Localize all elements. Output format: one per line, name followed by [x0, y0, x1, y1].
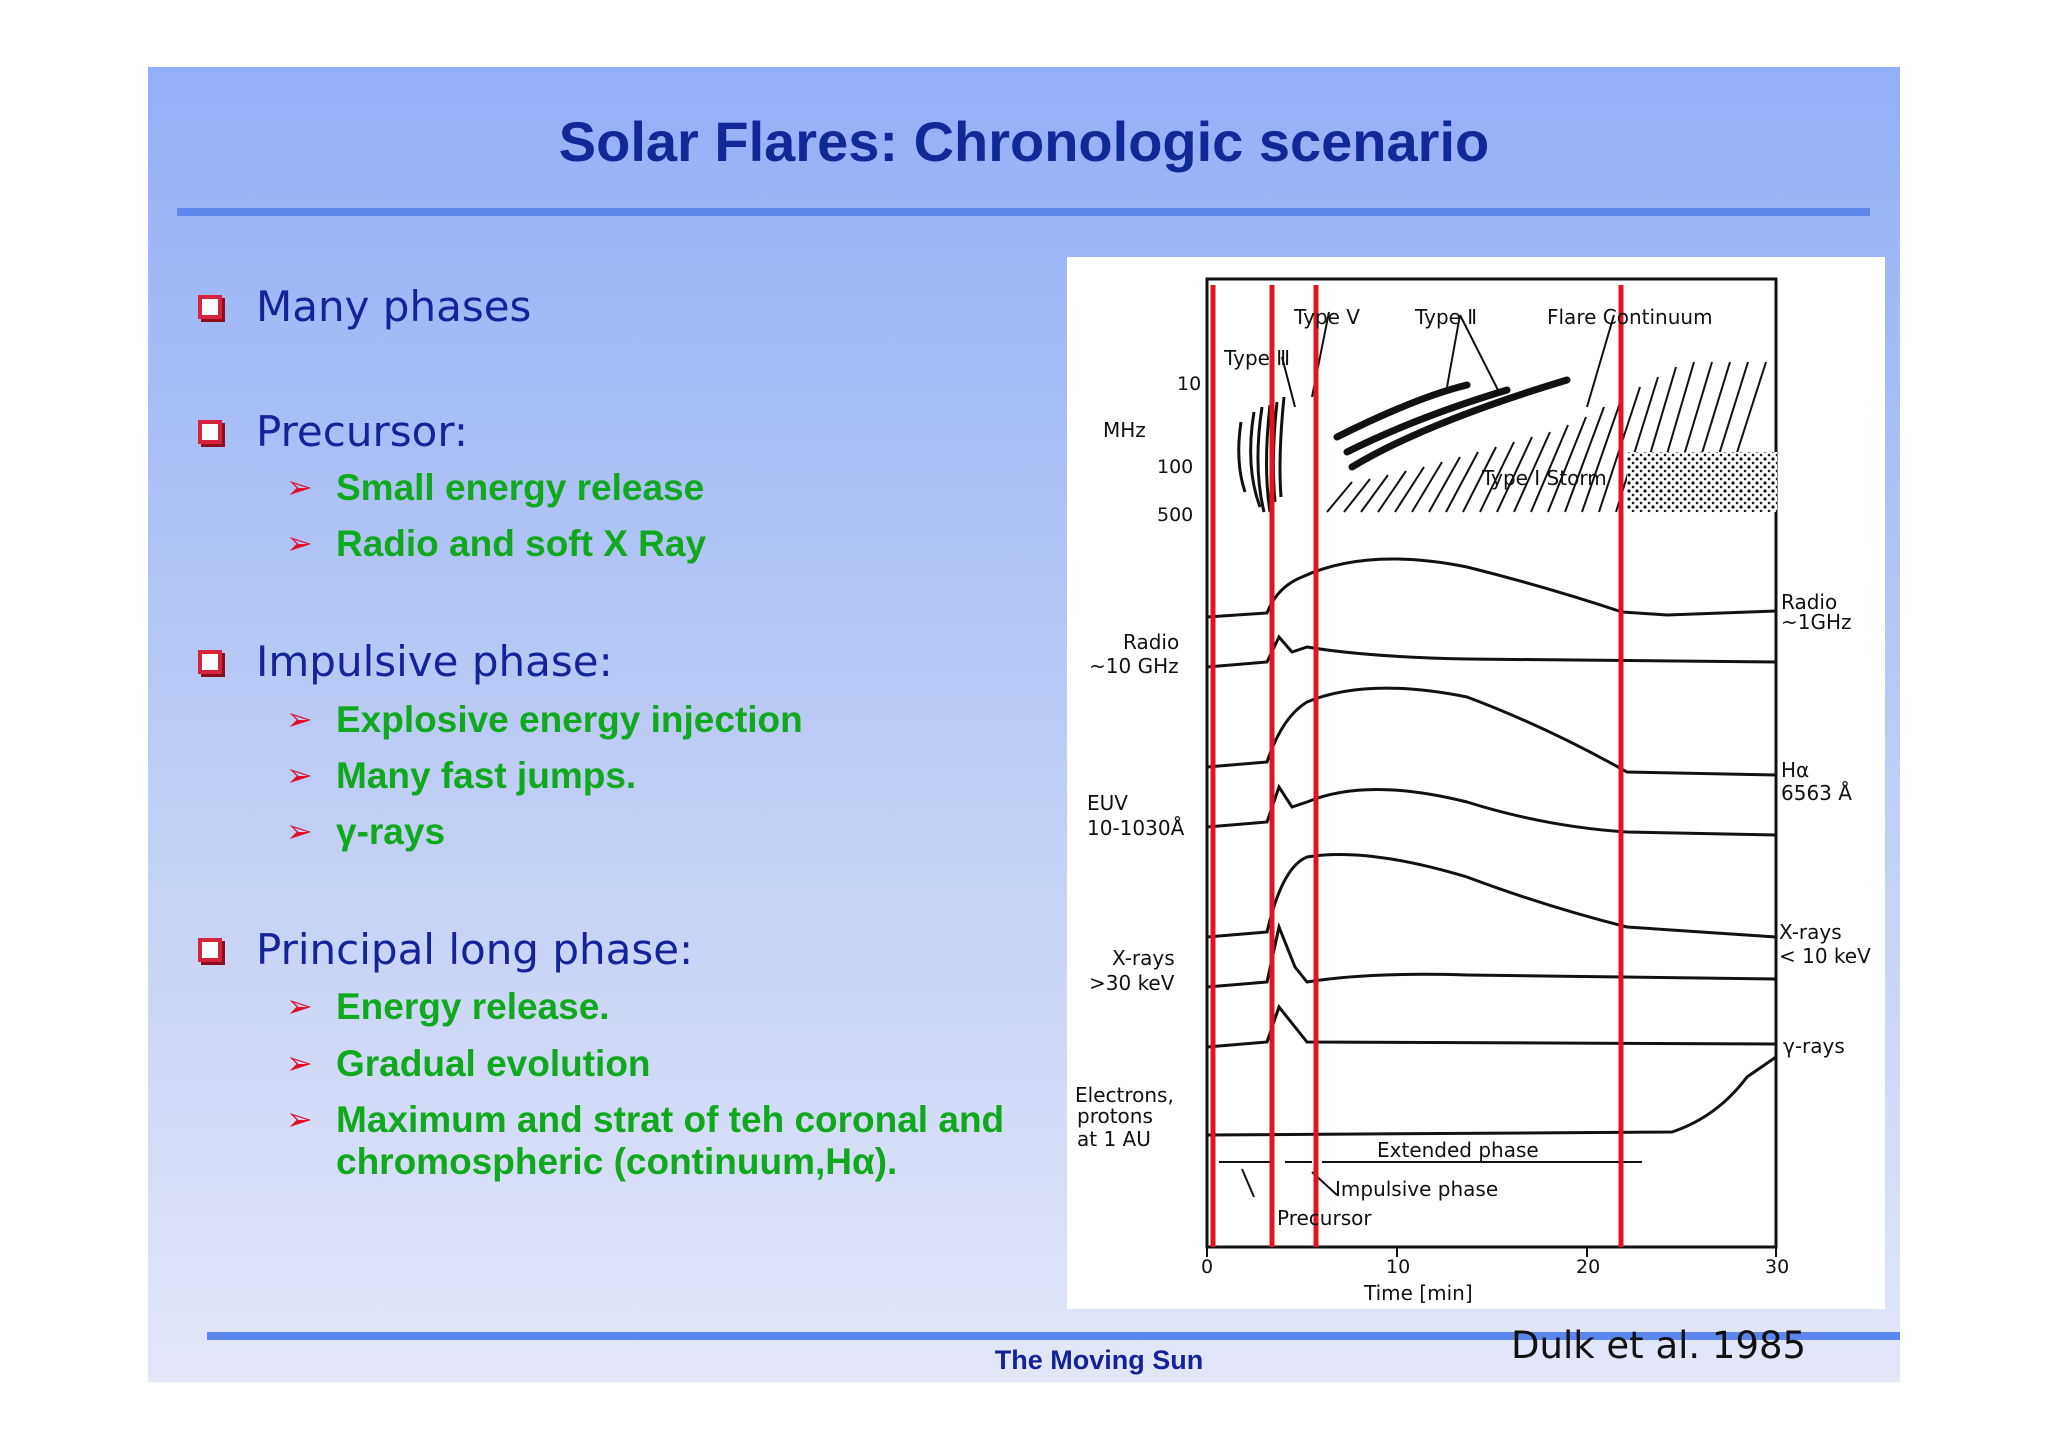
label-gamma-rays: γ-rays [1783, 1034, 1845, 1058]
type3-bursts [1237, 396, 1286, 513]
label-halpha-wavelength: 6563 Å [1781, 781, 1852, 805]
label-electrons: Electrons, [1075, 1083, 1174, 1107]
sub-bullet-label: Explosive energy injection [336, 699, 803, 740]
label-type5: Type Ⅴ [1293, 305, 1360, 329]
label-flare-continuum: Flare Continuum [1547, 305, 1713, 329]
sub-bullet: ➢ Radio and soft X Ray [286, 523, 706, 565]
label-extended-phase: Extended phase [1377, 1138, 1539, 1162]
sub-bullet-label: γ-rays [336, 811, 446, 852]
arrow-bullet-icon: ➢ [286, 1101, 313, 1137]
sub-bullet-label: Maximum and strat of teh coronal and chro… [336, 1099, 1005, 1182]
footer-divider [207, 1332, 1900, 1340]
arrow-bullet-icon: ➢ [286, 1045, 313, 1081]
label-euv-range: 10-1030Å [1087, 816, 1185, 840]
arrow-bullet-icon: ➢ [286, 813, 313, 849]
sub-bullet-label: Many fast jumps. [336, 755, 637, 796]
red-time-markers [1210, 285, 1624, 1247]
checkbox-bullet-icon [198, 294, 222, 319]
label-radio-left: Radio [1123, 630, 1179, 654]
label-halpha: Hα [1781, 758, 1809, 782]
arrow-bullet-icon: ➢ [286, 469, 313, 505]
x-axis-label: Time [min] [1363, 1281, 1473, 1305]
bullet-many-phases: Many phases [198, 282, 531, 331]
sub-bullet: ➢ Many fast jumps. [286, 755, 636, 797]
plot-frame [1205, 277, 1778, 1249]
label-xrays-left: X-rays [1112, 946, 1175, 970]
slide-title: Solar Flares: Chronologic scenario [558, 110, 1490, 173]
sub-bullet: ➢ Energy release. [286, 986, 610, 1028]
sub-bullet: ➢ Maximum and strat of teh coronal and ch… [286, 1099, 1004, 1183]
arrow-bullet-icon: ➢ [286, 757, 313, 793]
label-type2: Type Ⅱ [1414, 305, 1477, 329]
sub-bullet-label: Radio and soft X Ray [336, 523, 707, 564]
flare-timeline-figure: Type Ⅲ Type Ⅴ Type Ⅱ Flare Continuum Typ… [1067, 257, 1885, 1309]
label-mhz: MHz [1103, 418, 1146, 442]
figure-svg: Type Ⅲ Type Ⅴ Type Ⅱ Flare Continuum Typ… [1075, 277, 1871, 1305]
label-radio-left-freq: ~10 GHz [1089, 654, 1179, 678]
sub-bullet-label: Energy release. [336, 986, 610, 1027]
type2-bursts [1333, 376, 1571, 471]
bullet-label: Principal long phase: [256, 925, 694, 974]
bullet-impulsive-phase: Impulsive phase: [198, 637, 613, 686]
checkbox-bullet-icon [198, 649, 222, 674]
label-500mhz: 500 [1157, 504, 1193, 526]
bullet-principal-long-phase: Principal long phase: [198, 925, 693, 974]
sub-bullet: ➢ γ-rays [286, 811, 445, 853]
x-tick-label: 30 [1765, 1256, 1789, 1278]
light-curves [1206, 557, 1777, 1137]
x-tick-label: 20 [1576, 1256, 1600, 1278]
label-type3: Type Ⅲ [1223, 346, 1290, 370]
arrow-bullet-icon: ➢ [286, 988, 313, 1024]
x-tick-label: 0 [1201, 1256, 1213, 1278]
label-euv: EUV [1087, 791, 1128, 815]
citation: Dulk et al. 1985 [1511, 1324, 1807, 1367]
label-xrays-left-energy: >30 keV [1089, 971, 1175, 995]
axis-ticks [1206, 1247, 1777, 1257]
label-radio-right: Radio [1781, 590, 1837, 614]
x-tick-label: 10 [1386, 1256, 1410, 1278]
bullet-label: Many phases [256, 282, 532, 331]
label-xrays-right: X-rays [1779, 920, 1842, 944]
sub-bullet: ➢ Explosive energy injection [286, 699, 803, 741]
label-xrays-right-energy: < 10 keV [1779, 944, 1871, 968]
bullet-label: Impulsive phase: [256, 637, 613, 686]
label-10mhz: 10 [1177, 373, 1201, 395]
checkbox-bullet-icon [198, 419, 222, 444]
label-precursor: Precursor [1277, 1206, 1372, 1230]
arrow-bullet-icon: ➢ [286, 525, 313, 561]
sub-bullet-label: Small energy release [336, 467, 705, 508]
label-type1-storm: Type I Storm [1481, 466, 1607, 490]
checkbox-bullet-icon [198, 937, 222, 962]
title-divider [177, 208, 1870, 216]
sub-bullet-label: Gradual evolution [336, 1043, 651, 1084]
label-impulsive-phase: Impulsive phase [1335, 1177, 1498, 1201]
label-radio-right-freq: ~1GHz [1781, 610, 1852, 634]
arrow-bullet-icon: ➢ [286, 701, 313, 737]
label-protons: protons [1077, 1104, 1153, 1128]
label-100mhz: 100 [1157, 456, 1193, 478]
bullet-label: Precursor: [256, 407, 469, 456]
type1-storm-stipple [1627, 452, 1777, 512]
sub-bullet: ➢ Gradual evolution [286, 1043, 651, 1085]
label-1au: at 1 AU [1077, 1127, 1151, 1151]
footer-text: The Moving Sun [994, 1345, 1204, 1375]
sub-bullet: ➢ Small energy release [286, 467, 704, 509]
bullet-precursor: Precursor: [198, 407, 468, 456]
